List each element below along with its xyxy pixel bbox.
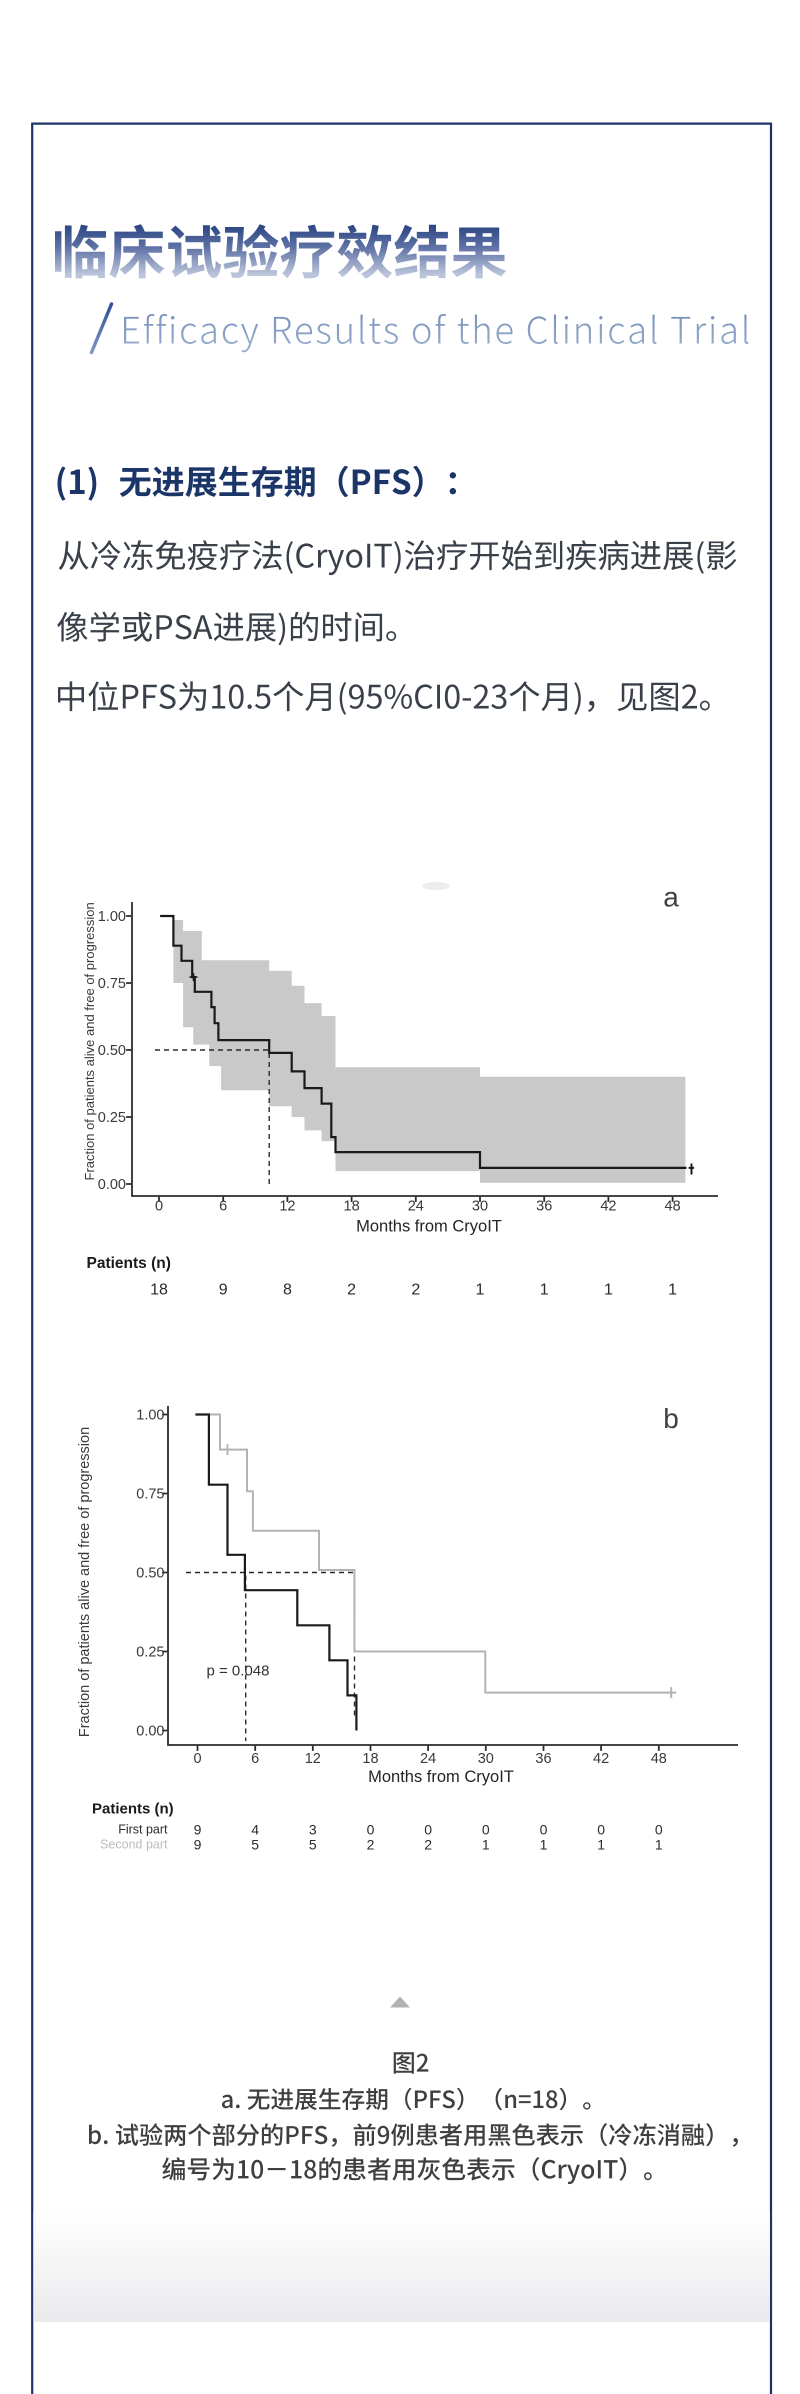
svg-text:Patients (n): Patients (n) xyxy=(92,1801,174,1818)
svg-text:Months from CryoIT: Months from CryoIT xyxy=(368,1768,514,1786)
svg-text:8: 8 xyxy=(283,1282,292,1299)
svg-text:1.00: 1.00 xyxy=(98,909,126,925)
svg-text:Second part: Second part xyxy=(100,1838,168,1852)
svg-text:1: 1 xyxy=(476,1282,485,1299)
svg-text:36: 36 xyxy=(536,1199,552,1215)
svg-text:0.50: 0.50 xyxy=(136,1566,164,1582)
svg-text:0.50: 0.50 xyxy=(98,1043,126,1059)
svg-text:24: 24 xyxy=(408,1199,424,1215)
svg-text:1: 1 xyxy=(604,1282,613,1299)
svg-text:2: 2 xyxy=(411,1282,420,1299)
svg-text:0: 0 xyxy=(155,1199,163,1215)
svg-text:0: 0 xyxy=(367,1822,375,1838)
svg-text:Fraction of patients alive and: Fraction of patients alive and free of p… xyxy=(77,1427,93,1737)
svg-text:4: 4 xyxy=(251,1822,259,1838)
svg-text:5: 5 xyxy=(309,1837,317,1853)
svg-text:9: 9 xyxy=(219,1282,228,1299)
svg-text:0.25: 0.25 xyxy=(98,1110,126,1126)
svg-text:48: 48 xyxy=(665,1199,681,1215)
svg-text:1: 1 xyxy=(540,1837,548,1853)
svg-text:1: 1 xyxy=(540,1282,549,1299)
svg-text:0: 0 xyxy=(424,1822,432,1838)
svg-text:Months from CryoIT: Months from CryoIT xyxy=(356,1218,502,1236)
svg-text:0: 0 xyxy=(655,1822,663,1838)
svg-text:1.00: 1.00 xyxy=(136,1408,164,1424)
svg-text:3: 3 xyxy=(309,1822,317,1838)
svg-text:Fraction of patients alive and: Fraction of patients alive and free of p… xyxy=(82,902,97,1180)
svg-text:18: 18 xyxy=(344,1199,360,1215)
svg-text:18: 18 xyxy=(362,1751,378,1767)
svg-text:0: 0 xyxy=(193,1751,201,1767)
svg-text:9: 9 xyxy=(194,1822,202,1838)
svg-text:18: 18 xyxy=(150,1282,168,1299)
svg-text:1: 1 xyxy=(482,1837,490,1853)
svg-text:0: 0 xyxy=(597,1822,605,1838)
svg-text:0.00: 0.00 xyxy=(136,1724,164,1740)
svg-text:2: 2 xyxy=(424,1837,432,1853)
svg-text:Patients (n): Patients (n) xyxy=(87,1255,171,1272)
svg-text:a: a xyxy=(663,882,679,913)
svg-text:0: 0 xyxy=(482,1822,490,1838)
svg-text:5: 5 xyxy=(251,1837,259,1853)
svg-text:0.75: 0.75 xyxy=(136,1487,164,1503)
svg-text:6: 6 xyxy=(219,1199,227,1215)
svg-text:1: 1 xyxy=(668,1282,677,1299)
svg-text:42: 42 xyxy=(593,1751,609,1767)
svg-text:30: 30 xyxy=(478,1751,494,1767)
svg-text:0: 0 xyxy=(540,1822,548,1838)
svg-text:6: 6 xyxy=(251,1751,259,1767)
svg-text:30: 30 xyxy=(472,1199,488,1215)
svg-text:First part: First part xyxy=(118,1823,168,1837)
svg-text:b: b xyxy=(663,1403,679,1434)
svg-text:1: 1 xyxy=(655,1837,663,1853)
svg-text:24: 24 xyxy=(420,1751,436,1767)
svg-text:0.75: 0.75 xyxy=(98,976,126,992)
svg-text:9: 9 xyxy=(194,1837,202,1853)
svg-text:1: 1 xyxy=(597,1837,605,1853)
svg-text:48: 48 xyxy=(651,1751,667,1767)
svg-text:42: 42 xyxy=(600,1199,616,1215)
svg-text:36: 36 xyxy=(535,1751,551,1767)
svg-text:0.25: 0.25 xyxy=(136,1645,164,1661)
svg-text:12: 12 xyxy=(305,1751,321,1767)
svg-text:0.00: 0.00 xyxy=(98,1177,126,1193)
svg-text:p = 0.048: p = 0.048 xyxy=(207,1663,270,1680)
svg-text:2: 2 xyxy=(367,1837,375,1853)
svg-text:12: 12 xyxy=(279,1199,295,1215)
svg-text:2: 2 xyxy=(347,1282,356,1299)
